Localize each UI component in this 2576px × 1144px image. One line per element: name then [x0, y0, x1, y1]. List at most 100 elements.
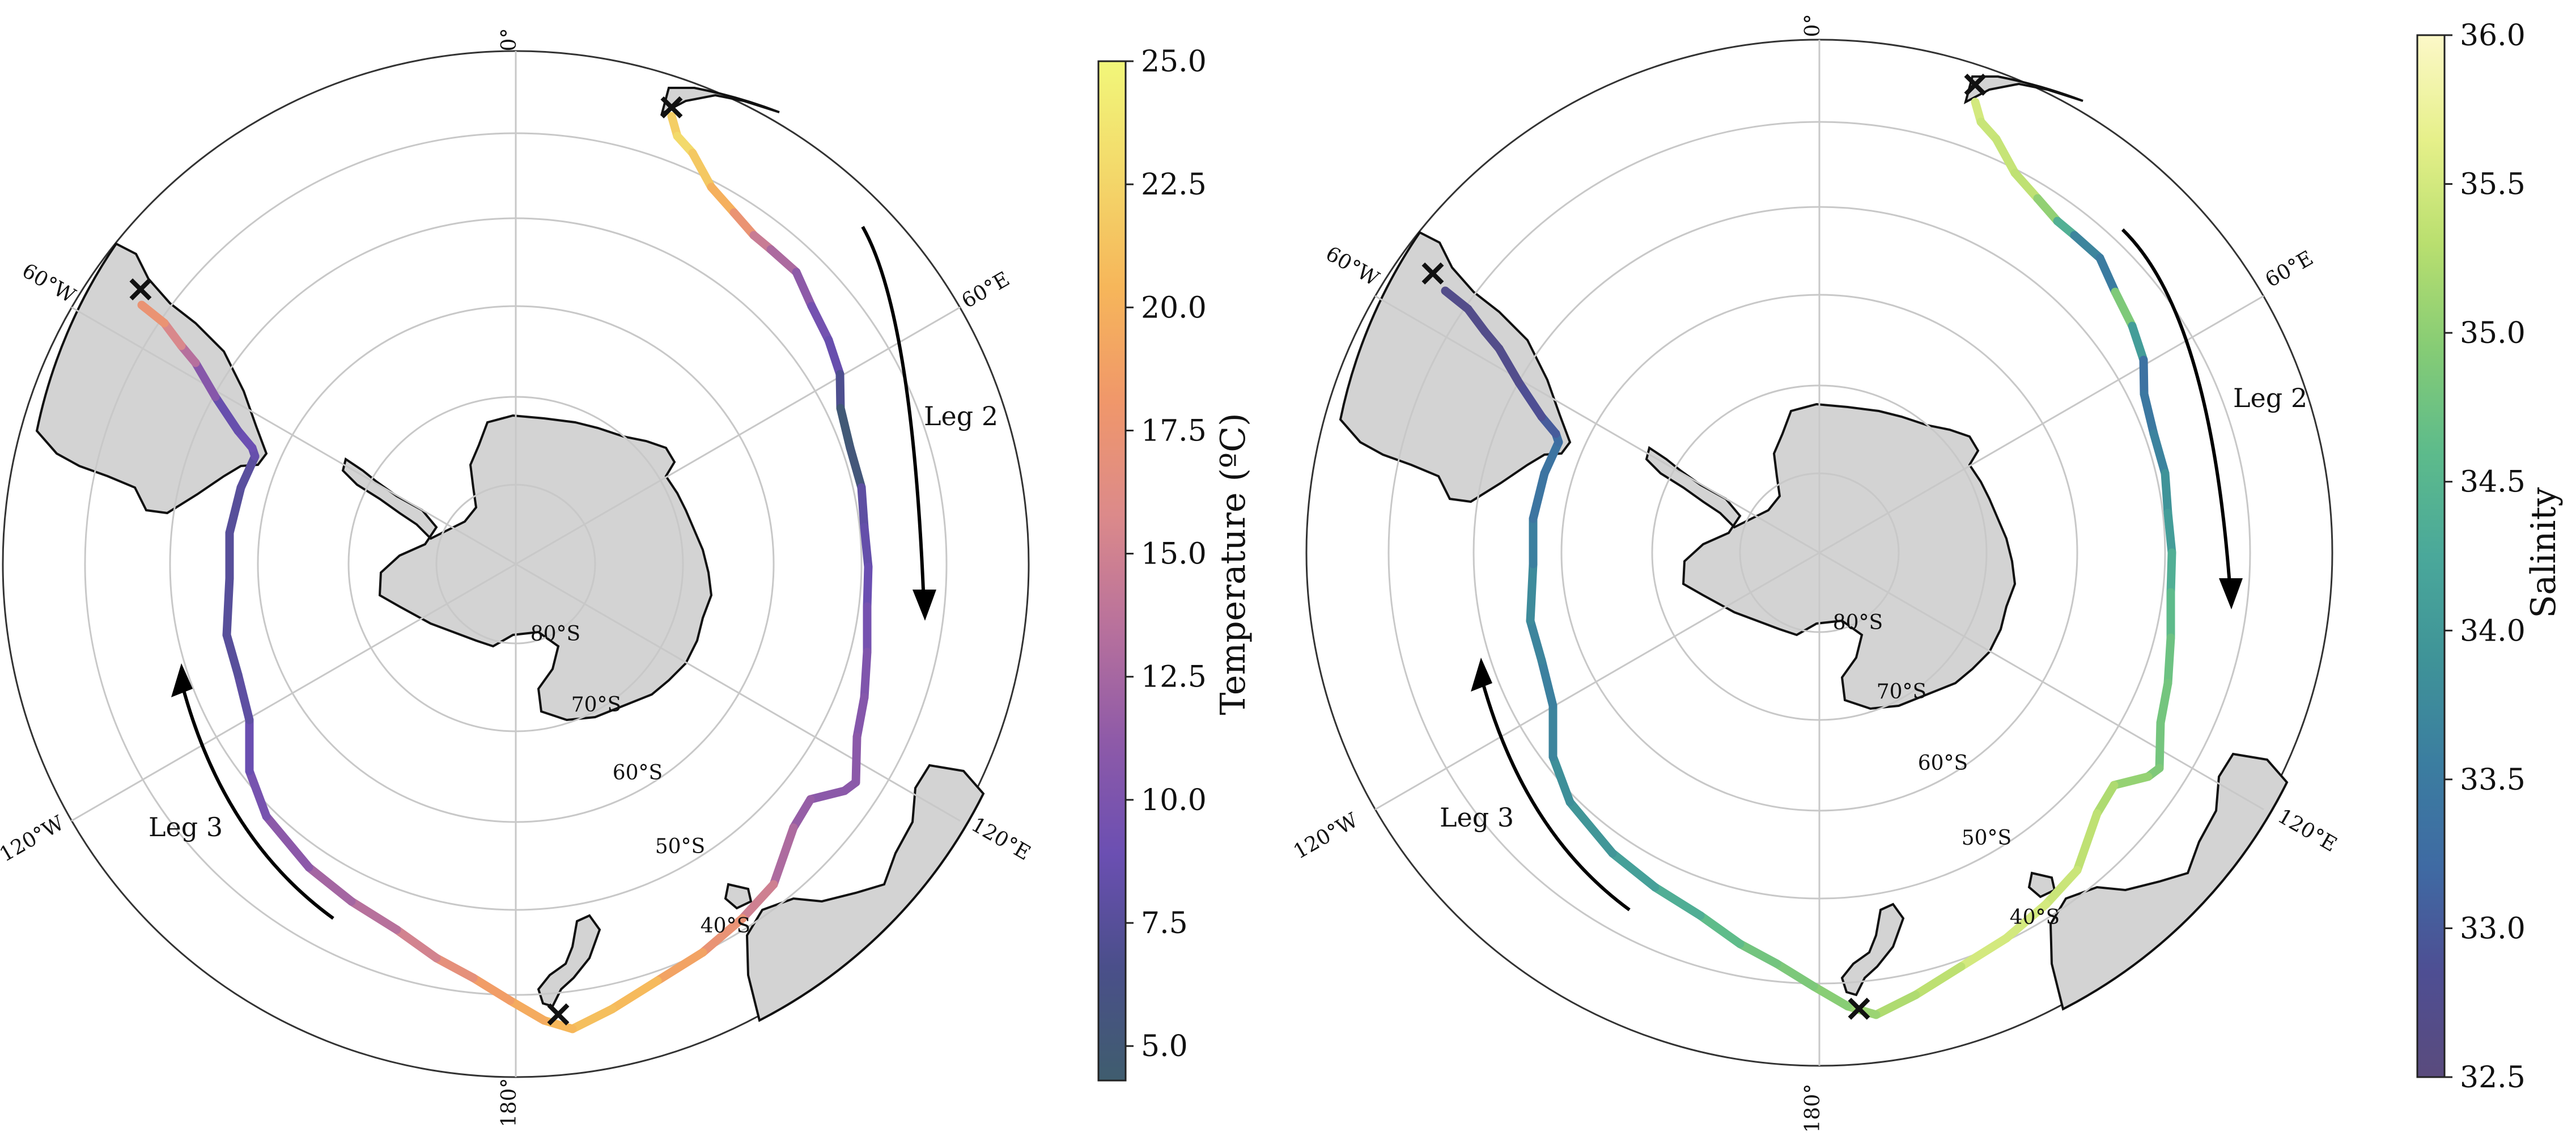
colorbar-tick-label: 33.0 [2460, 912, 2526, 946]
leg-3-arrowhead [1471, 658, 1492, 692]
cruise-track-segment [1463, 304, 1489, 336]
waypoint-marker: ✕ [1844, 989, 1874, 1030]
lon-label-120e: 120°E [2274, 804, 2341, 857]
leg-2-arrow [2121, 228, 2232, 593]
cruise-track-segment [707, 183, 739, 217]
cruise-track-segment [347, 897, 401, 934]
cruise-track-segment [806, 786, 849, 804]
leg-3-arrow [181, 685, 334, 920]
colorbar-tick-label: 22.5 [1141, 168, 1207, 202]
colorbar-tick-label: 34.5 [2460, 465, 2526, 499]
antarctica-land [341, 414, 713, 722]
cruise-track-segment [766, 245, 801, 277]
cruise-track-segment [863, 562, 873, 611]
cruise-track-segment [236, 452, 260, 492]
cruise-track-segment [789, 795, 815, 832]
lon-label-180: 180° [498, 1078, 521, 1128]
cruise-track-segment [2033, 194, 2062, 226]
south-america-land [1339, 231, 1572, 503]
cruise-track-segment [2166, 548, 2176, 597]
cruise-track-segment [824, 336, 844, 379]
colorbar-salinity-bar [2416, 34, 2446, 1078]
cruise-track-segment [1540, 438, 1563, 478]
waypoint-marker: ✕ [1418, 253, 1448, 295]
lon-label-0: 0° [498, 28, 521, 52]
cruise-track-segment [2149, 429, 2170, 478]
lon-label-0: 0° [1801, 14, 1824, 37]
waypoint-marker: ✕ [657, 87, 686, 129]
cruise-track-segment [1608, 849, 1660, 892]
cruise-track-segment [137, 300, 169, 328]
cruise-track-segment [225, 483, 245, 537]
cruise-track-segment [1911, 962, 1966, 999]
colorbar-tick-label: 35.0 [2460, 316, 2526, 350]
cruise-track-segment [857, 483, 869, 532]
cruise-track-segment [2110, 772, 2153, 790]
lat-label-50s: 50°S [655, 835, 705, 858]
cruise-track-segment [2002, 900, 2051, 943]
lat-label-80s: 80°S [531, 622, 580, 646]
cruise-track-segment [1495, 344, 1523, 387]
cruise-track-segment [1441, 286, 1472, 313]
colorbar-tick-label: 25.0 [1141, 45, 1207, 79]
cruise-track-segment [1526, 560, 1538, 625]
colorbar-tick-label: 7.5 [1141, 906, 1188, 940]
cruise-track-segment [245, 766, 271, 821]
cruise-track-segment [1992, 134, 2019, 177]
new-zealand-land [537, 914, 601, 1008]
lon-label-60w: 60°W [1322, 242, 1383, 291]
cruise-track-segment [1565, 798, 1617, 858]
colorbar-tick-label: 35.5 [2460, 168, 2526, 202]
cruise-track-segment [608, 976, 662, 1014]
cruise-track-segment [2010, 168, 2042, 203]
colorbar-tick-label: 33.5 [2460, 763, 2526, 797]
leg-3-label: Leg 3 [1440, 802, 1514, 833]
cruise-track-segment [860, 647, 872, 702]
cruise-track-segment [2163, 509, 2176, 557]
colorbar-tick-label: 5.0 [1141, 1029, 1188, 1064]
cruise-track [137, 112, 873, 1033]
cruise-track-segment [432, 954, 478, 982]
cruise-track-segment [2093, 781, 2119, 818]
cruise-track-segment [211, 392, 243, 435]
cruise-track-segment [1548, 752, 1575, 807]
cruise-track-segment [1957, 934, 2011, 971]
cruise-track-segment [1809, 982, 1852, 1011]
leg-2-arrowhead [913, 590, 936, 621]
waypoint-marker: ✕ [126, 269, 155, 311]
cruise-track-segment [1529, 469, 1549, 523]
leg-2-arrow [861, 226, 926, 604]
cruise-track-segment [2111, 287, 2137, 331]
cruise-track-segment [653, 948, 707, 985]
leg-3-arrowhead [171, 663, 193, 697]
cruise-track-segment [836, 404, 855, 452]
cruise-track-segment [851, 732, 862, 787]
cruise-track-segment [729, 208, 758, 240]
cruise-track-segment [2155, 718, 2165, 773]
tasmania-land [724, 883, 753, 910]
colorbar-salinity-ticks: 32.5 33.0 33.5 34.0 34.5 35.0 35.5 36.0 [2445, 19, 2526, 1095]
cruise-track-segment [2095, 253, 2120, 296]
cruise-track-segment [2140, 389, 2158, 438]
cruise-track-segment [1696, 911, 1745, 948]
cruise-track-segment [506, 996, 549, 1025]
lat-label-60s: 60°S [613, 761, 663, 785]
africa-land [1963, 75, 2083, 104]
cruise-track-segment [1650, 883, 1705, 920]
lat-label-60s: 60°S [1918, 752, 1968, 775]
cruise-track-segment [392, 925, 441, 963]
colorbar-tick-label: 36.0 [2460, 19, 2526, 53]
cruise-track-segment [852, 693, 869, 742]
cruise-track-segment [1871, 990, 1920, 1019]
lat-label-80s: 80°S [1833, 611, 1883, 634]
lon-label-60e: 60°E [958, 268, 1014, 313]
map-panel-salinity: ✕ ✕ ✕ Leg 2 Leg 3 80°S 70°S 60°S 50°S 40… [1289, 14, 2341, 1133]
colorbar-tick-label: 17.5 [1141, 414, 1207, 448]
cruise-track-segment [540, 1016, 577, 1033]
cruise-track-segment [568, 1005, 617, 1033]
leg-3-arrow [1480, 680, 1631, 912]
cruise-track-segment [860, 523, 873, 571]
lon-label-180: 180° [1801, 1084, 1824, 1133]
leg-2-label: Leg 2 [924, 401, 998, 431]
